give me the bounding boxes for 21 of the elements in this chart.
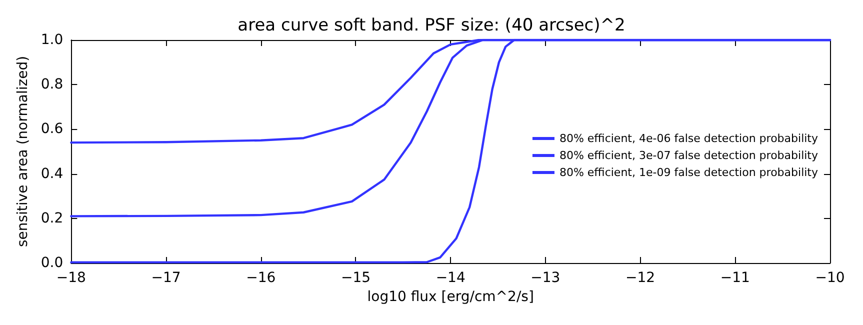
legend-label: 80% efficient, 3e-07 false detection probability [559, 149, 818, 162]
legend-label: 80% efficient, 1e-09 false detection probability [559, 166, 818, 179]
x-tick-label: −14 [436, 270, 466, 286]
y-tick-label: 1.0 [40, 32, 64, 48]
chart-title: area curve soft band. PSF size: (40 arcsec)^2 [238, 16, 626, 36]
x-axis-title: log10 flux [erg/cm^2/s] [367, 288, 534, 305]
x-tick-label: −15 [340, 270, 370, 286]
x-tick-label: −18 [56, 270, 86, 286]
y-tick-label: 0.8 [40, 76, 64, 93]
x-tick-label: −11 [720, 270, 750, 286]
y-tick-label: 0.0 [40, 255, 64, 271]
y-tick-label: 0.6 [40, 121, 64, 138]
x-tick-label: −12 [626, 270, 656, 286]
y-tick-label: 0.4 [40, 166, 64, 182]
legend-label: 80% efficient, 4e-06 false detection probability [559, 132, 818, 145]
x-tick-label: −10 [815, 270, 845, 286]
x-tick-label: −13 [530, 270, 560, 286]
x-tick-label: −16 [246, 270, 276, 286]
x-tick-label: −17 [151, 270, 181, 286]
y-axis-title: sensitive area (normalized) [15, 56, 31, 248]
y-tick-label: 0.2 [40, 210, 64, 226]
